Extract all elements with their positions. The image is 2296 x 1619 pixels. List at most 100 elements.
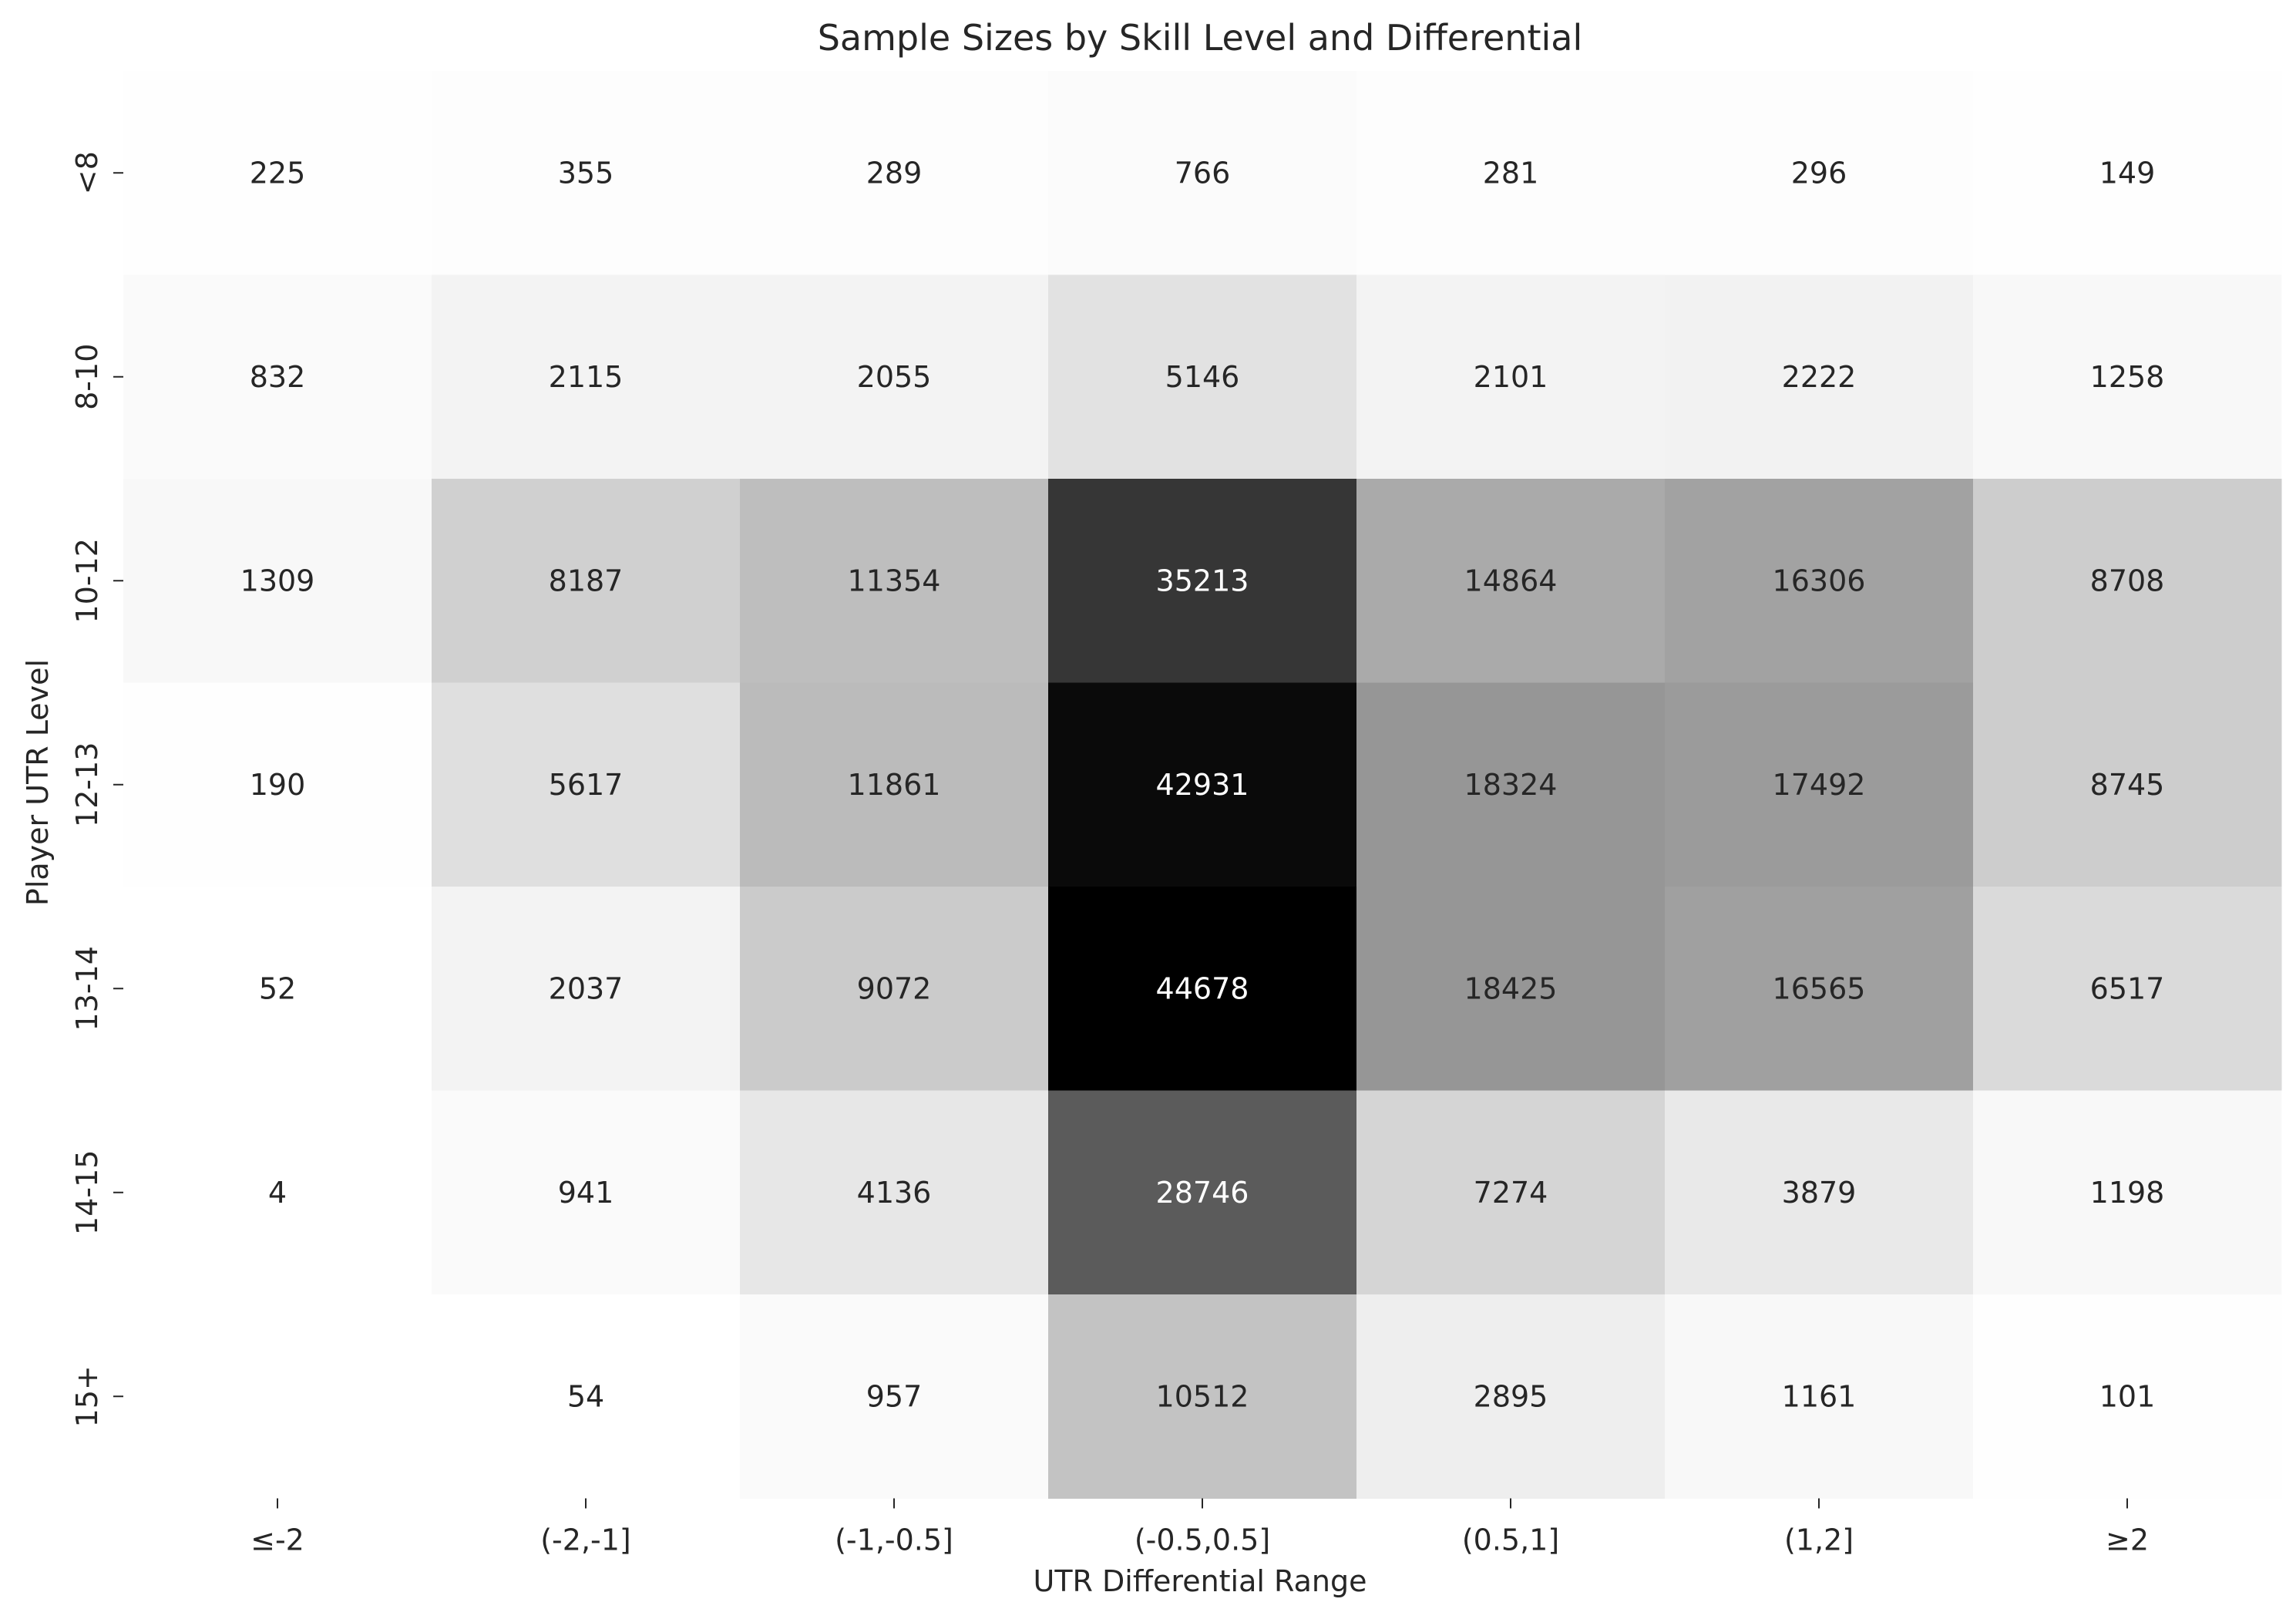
- heatmap-cells: [123, 71, 2282, 1499]
- heatmap-cell: [1973, 1090, 2282, 1295]
- x-tick-label: (-1,-0.5]: [835, 1523, 953, 1557]
- heatmap-cell: [1973, 274, 2282, 480]
- cell-value-label: 355: [558, 156, 614, 190]
- y-tick-label: 13-14: [70, 946, 104, 1031]
- heatmap-cell: [1048, 71, 1357, 275]
- heatmap-cell: [740, 71, 1049, 275]
- heatmap-cell: [1973, 1294, 2282, 1499]
- heatmap-cell: [123, 71, 432, 275]
- cell-value-label: 941: [558, 1176, 614, 1210]
- cell-value-label: 2115: [549, 360, 624, 394]
- y-axis-ticks: <8 8-10 10-12 12-13 13-14 14-15 15+: [70, 151, 123, 1427]
- cell-value-label: 16565: [1773, 971, 1866, 1005]
- cell-value-label: 9072: [857, 971, 932, 1005]
- cell-value-label: 8745: [2090, 768, 2165, 802]
- cell-value-label: 225: [250, 156, 306, 190]
- heatmap-cell: [1356, 479, 1666, 683]
- y-tick-label: 10-12: [70, 538, 104, 623]
- y-tick-label: 8-10: [70, 344, 104, 410]
- cell-value-label: 7274: [1474, 1176, 1548, 1210]
- heatmap-cell: [1973, 887, 2282, 1091]
- cell-value-label: 2037: [549, 971, 624, 1005]
- heatmap-cell: [1665, 71, 1974, 275]
- cell-value-label: 42931: [1156, 768, 1249, 802]
- heatmap-cell: [432, 682, 741, 887]
- cell-value-label: 11354: [848, 564, 941, 597]
- x-axis-ticks: ≤-2 (-2,-1] (-1,-0.5] (-0.5,0.5] (0.5,1] (1,2…: [250, 1498, 2149, 1557]
- cell-value-label: 54: [567, 1379, 604, 1413]
- heatmap-cell: [740, 1090, 1049, 1295]
- heatmap-cell: [1356, 274, 1666, 480]
- x-tick-label: (0.5,1]: [1462, 1523, 1559, 1557]
- heatmap-cell: [1665, 682, 1974, 887]
- cell-value-label: 52: [259, 971, 296, 1005]
- heatmap-cell: [123, 1090, 432, 1295]
- heatmap-cell: [1356, 1090, 1666, 1295]
- heatmap-cell: [1356, 682, 1666, 887]
- cell-value-label: 18425: [1464, 971, 1558, 1005]
- heatmap-cell: [1665, 1090, 1974, 1295]
- cell-value-label: 832: [250, 360, 306, 394]
- heatmap-cell: [1048, 682, 1357, 887]
- cell-value-label: 3879: [1782, 1176, 1857, 1210]
- cell-value-label: 8708: [2090, 564, 2165, 597]
- cell-value-label: 35213: [1156, 564, 1249, 597]
- cell-value-label: 44678: [1156, 971, 1249, 1005]
- cell-value-label: 2895: [1474, 1379, 1548, 1413]
- heatmap-cell: [432, 887, 741, 1091]
- heatmap-cell: [1665, 1294, 1974, 1499]
- cell-value-label: 296: [1791, 156, 1847, 190]
- heatmap-cell-labels: 225 355 289 766 281 296 149 832 2115 2055 5146 2101…: [240, 156, 2165, 1413]
- heatmap-cell: [1665, 479, 1974, 683]
- cell-value-label: 18324: [1464, 768, 1558, 802]
- heatmap-cell: [1665, 274, 1974, 480]
- heatmap-cell: [1048, 1090, 1357, 1295]
- heatmap-cell: [432, 71, 741, 275]
- chart-title: Sample Sizes by Skill Level and Differen…: [818, 17, 1583, 59]
- heatmap-cell: [432, 274, 741, 480]
- y-tick-label: 12-13: [70, 742, 104, 827]
- heatmap-cell: [740, 274, 1049, 480]
- cell-value-label: 14864: [1464, 564, 1558, 597]
- heatmap-cell: [1973, 71, 2282, 275]
- heatmap-cell: [432, 1294, 741, 1499]
- heatmap-cell: [1973, 479, 2282, 683]
- heatmap-cell: [1356, 887, 1666, 1091]
- heatmap-cell: [1048, 274, 1357, 480]
- heatmap-cell: [432, 479, 741, 683]
- y-tick-label: <8: [70, 151, 104, 194]
- heatmap-cell: [123, 887, 432, 1091]
- x-tick-label: ≤-2: [250, 1523, 304, 1557]
- cell-value-label: 10512: [1156, 1379, 1249, 1413]
- cell-value-label: 2222: [1782, 360, 1857, 394]
- x-tick-label: (1,2]: [1784, 1523, 1854, 1557]
- heatmap-cell: [740, 479, 1049, 683]
- cell-value-label: 4136: [857, 1176, 932, 1210]
- heatmap-cell: [1973, 682, 2282, 887]
- cell-value-label: 5617: [549, 768, 624, 802]
- x-tick-label: ≥2: [2106, 1523, 2149, 1557]
- cell-value-label: 11861: [848, 768, 941, 802]
- cell-value-label: 1161: [1782, 1379, 1857, 1413]
- heatmap-cell: [123, 479, 432, 683]
- cell-value-label: 2055: [857, 360, 932, 394]
- heatmap-cell: [1048, 1294, 1357, 1499]
- cell-value-label: 4: [268, 1176, 287, 1210]
- cell-value-label: 190: [250, 768, 306, 802]
- y-tick-label: 15+: [70, 1365, 104, 1427]
- cell-value-label: 17492: [1773, 768, 1866, 802]
- cell-value-label: 2101: [1474, 360, 1548, 394]
- cell-value-label: 957: [866, 1379, 923, 1413]
- cell-value-label: 101: [2099, 1379, 2156, 1413]
- cell-value-label: 766: [1175, 156, 1231, 190]
- heatmap-cell: [1048, 887, 1357, 1091]
- cell-value-label: 281: [1483, 156, 1539, 190]
- heatmap-cell: [432, 1090, 741, 1295]
- heatmap-cell: [740, 1294, 1049, 1499]
- heatmap-cell: [1665, 887, 1974, 1091]
- heatmap-cell: [740, 682, 1049, 887]
- heatmap-cell: [1048, 479, 1357, 683]
- heatmap-cell: [123, 274, 432, 480]
